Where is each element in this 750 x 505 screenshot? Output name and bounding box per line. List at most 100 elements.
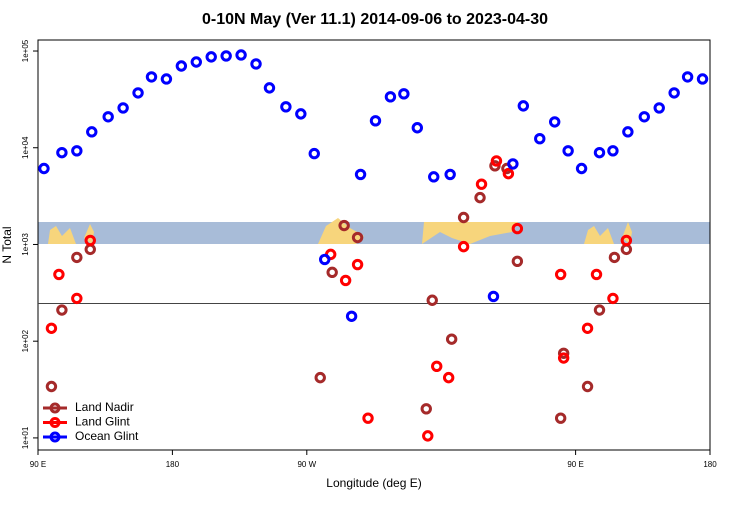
point	[339, 274, 352, 287]
point	[608, 251, 621, 264]
point	[622, 126, 634, 138]
point	[502, 167, 515, 180]
point	[145, 71, 158, 83]
point	[250, 58, 262, 70]
legend-marker	[49, 431, 61, 443]
plot-frame	[37, 39, 711, 451]
point	[554, 412, 567, 424]
point	[607, 145, 619, 157]
point	[696, 73, 709, 85]
point	[554, 268, 567, 281]
map-land	[422, 222, 518, 244]
y-tick-label: 1e+03	[21, 233, 30, 256]
point	[593, 146, 606, 159]
point	[132, 87, 144, 99]
point	[190, 56, 202, 68]
point	[384, 91, 397, 103]
x-tick-label: 180	[703, 460, 717, 469]
point	[84, 243, 96, 256]
point	[220, 50, 232, 62]
point	[581, 322, 594, 334]
point	[668, 87, 680, 99]
point	[581, 380, 594, 393]
point	[562, 145, 574, 157]
point	[71, 292, 83, 305]
y-tick-label: 1e+02	[21, 329, 30, 352]
legend-marker	[49, 402, 61, 414]
point	[517, 100, 530, 112]
legend-marker	[49, 417, 61, 428]
point	[53, 268, 65, 281]
point	[431, 360, 443, 373]
point	[590, 268, 603, 281]
point	[638, 111, 650, 123]
point	[175, 60, 188, 72]
point	[534, 133, 546, 145]
point	[45, 322, 58, 334]
map-land	[584, 222, 632, 244]
x-tick-label: 90 E	[30, 460, 46, 469]
x-tick-label: 90 W	[297, 460, 316, 469]
point	[354, 168, 367, 181]
point	[326, 266, 338, 279]
point	[71, 145, 83, 157]
point	[422, 430, 434, 442]
point	[475, 178, 488, 190]
x-axis-label: Longitude (deg E)	[326, 476, 421, 490]
point	[362, 412, 374, 424]
point	[620, 243, 633, 256]
map-ocean	[38, 222, 710, 244]
point	[56, 304, 68, 316]
point	[511, 222, 524, 235]
point	[457, 211, 470, 224]
point	[620, 234, 633, 247]
point	[490, 155, 503, 167]
legend-label: Ocean Glint	[75, 429, 139, 443]
point	[487, 290, 500, 303]
point	[319, 253, 331, 266]
legend-label: Land Nadir	[75, 400, 134, 414]
point	[71, 251, 83, 264]
point	[442, 371, 455, 384]
point	[84, 234, 96, 247]
point	[117, 102, 129, 114]
point	[345, 310, 358, 322]
map-land	[48, 224, 94, 244]
y-axis-label: N Total	[0, 226, 14, 263]
point	[607, 292, 619, 305]
point	[593, 304, 606, 316]
point	[653, 102, 665, 114]
point	[411, 122, 424, 134]
point	[444, 168, 456, 181]
x-tick-label: 180	[166, 460, 180, 469]
point	[280, 101, 292, 113]
point	[45, 380, 58, 393]
point	[474, 191, 486, 204]
point	[308, 147, 320, 160]
point	[511, 255, 524, 267]
point	[457, 240, 470, 253]
point	[205, 51, 217, 63]
legend-label: Land Glint	[75, 415, 130, 429]
point	[369, 115, 382, 127]
y-tick-label: 1e+05	[21, 39, 30, 62]
map-band	[38, 218, 710, 244]
point	[557, 352, 570, 364]
point	[548, 116, 561, 128]
point	[575, 162, 588, 175]
point	[235, 49, 247, 61]
point	[351, 231, 364, 244]
point	[56, 146, 68, 159]
point	[398, 88, 410, 100]
point	[507, 158, 519, 170]
point	[338, 219, 350, 232]
point	[295, 108, 307, 120]
point	[160, 73, 173, 85]
point	[681, 71, 694, 83]
y-tick-label: 1e+04	[21, 136, 30, 159]
point	[420, 403, 432, 415]
x-tick-label: 90 E	[567, 460, 583, 469]
point	[102, 111, 114, 123]
point	[445, 333, 458, 345]
